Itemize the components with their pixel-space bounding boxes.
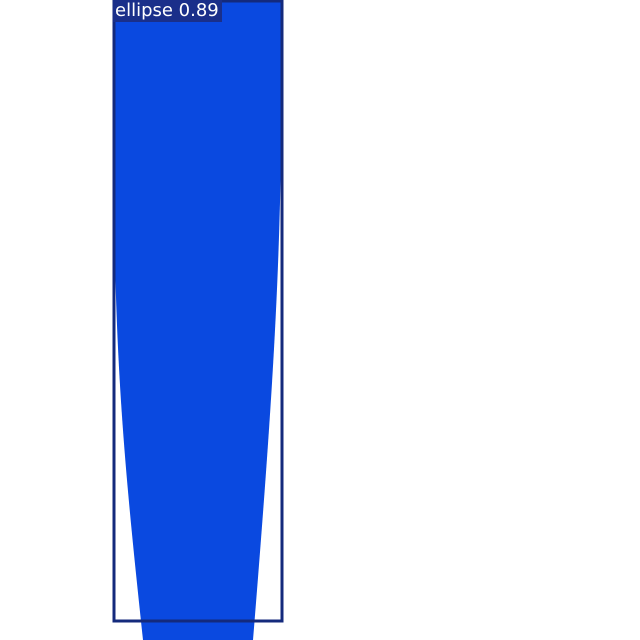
detection-label: ellipse 0.89 [113,0,222,22]
ellipse-mask [114,0,281,640]
